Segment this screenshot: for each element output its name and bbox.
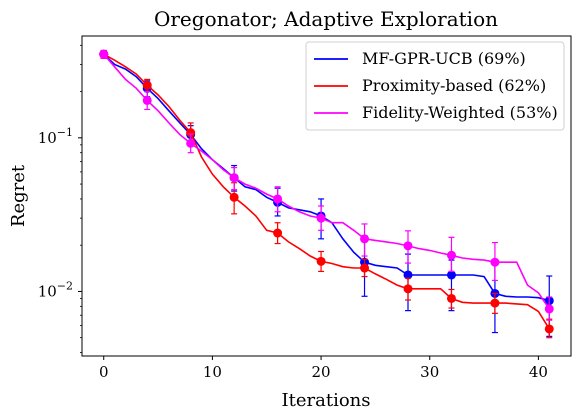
data-point	[186, 128, 196, 138]
plot-frame	[81, 35, 572, 357]
data-point	[273, 228, 283, 238]
axes: 0 10 20 30 40 10−2 10−1	[38, 44, 548, 381]
y-tick-label: 10−2	[38, 279, 73, 300]
plot-area	[99, 49, 554, 339]
legend-box	[305, 41, 565, 131]
legend: MF-GPR-UCB (69%) Proximity-based (62%) Fid…	[305, 41, 565, 131]
data-point	[229, 192, 239, 202]
x-tick-label: 0	[99, 363, 109, 381]
legend-label: Proximity-based (62%)	[362, 76, 546, 95]
data-point	[316, 213, 326, 223]
data-point	[186, 138, 196, 148]
data-point	[490, 298, 500, 308]
data-point	[403, 241, 413, 251]
x-tick-label: 20	[312, 363, 331, 381]
series-line	[103, 53, 550, 302]
legend-label: MF-GPR-UCB (69%)	[362, 49, 526, 68]
data-point	[142, 80, 152, 90]
data-point	[544, 304, 554, 314]
data-point	[403, 270, 413, 280]
data-point	[403, 284, 413, 294]
data-point	[142, 95, 152, 105]
x-tick-label: 40	[529, 363, 548, 381]
data-point	[99, 49, 109, 59]
series-line	[103, 53, 550, 310]
legend-label: Fidelity-Weighted (53%)	[362, 103, 558, 122]
data-point	[544, 324, 554, 334]
data-point	[229, 173, 239, 183]
data-point	[490, 257, 500, 267]
x-tick-label: 10	[203, 363, 222, 381]
chart-title: Oregonator; Adaptive Exploration	[154, 7, 498, 31]
y-axis-label: Regret	[8, 164, 29, 227]
data-point	[316, 256, 326, 266]
y-tick-label: 10−1	[38, 126, 73, 147]
series-line	[103, 53, 550, 330]
data-point	[360, 263, 370, 273]
x-tick-label: 30	[420, 363, 439, 381]
data-point	[446, 293, 456, 303]
data-point	[446, 250, 456, 260]
data-point	[273, 194, 283, 204]
data-point	[446, 270, 456, 280]
x-axis-label: Iterations	[282, 390, 371, 411]
data-point	[360, 234, 370, 244]
